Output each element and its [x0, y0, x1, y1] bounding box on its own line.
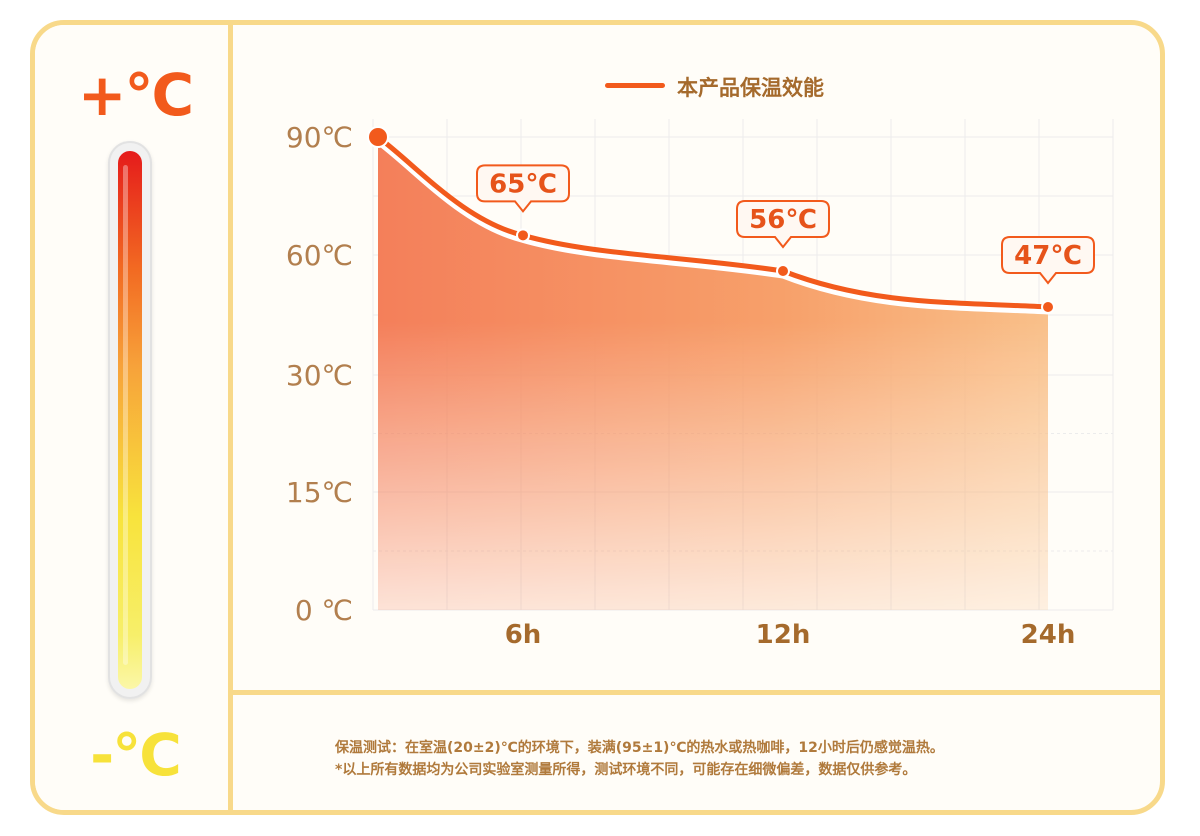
y-tick-label: 0 ℃	[295, 594, 353, 627]
data-label-callout: 47℃	[1001, 236, 1095, 285]
series-line-shadow	[374, 137, 1052, 315]
chart-card: +°C -°C 本产品保温效能 65℃ 56℃ 4	[30, 20, 1165, 815]
y-tick-label: 30℃	[286, 359, 353, 392]
y-tick-label: 90℃	[286, 121, 353, 154]
test-condition-note: 保温测试：在室温(20±2)℃的环境下，装满(95±1)℃的热水或热咖啡，12小…	[335, 740, 944, 756]
callout-bubble	[476, 164, 570, 213]
x-tick-label: 6h	[505, 620, 542, 650]
thermometer-panel: +°C -°C	[35, 25, 228, 810]
y-tick-label: 60℃	[286, 239, 353, 272]
footer-notes: 保温测试：在室温(20±2)℃的环境下，装满(95±1)℃的热水或热咖啡，12小…	[335, 737, 944, 781]
thermometer-shine	[123, 165, 128, 665]
data-point	[778, 266, 788, 276]
data-point	[1043, 302, 1053, 312]
y-tick-label: 15℃	[286, 476, 353, 509]
legend-label: 本产品保温效能	[677, 76, 824, 100]
data-label-callout: 65℃	[476, 164, 570, 213]
temperature-line-chart: 65℃ 56℃ 47℃ 0 ℃ 15℃ 30℃ 60℃ 90℃ 6h 12h 24h	[286, 119, 1114, 650]
horizontal-divider	[233, 690, 1160, 695]
data-label-callout: 56℃	[736, 200, 830, 249]
callout-bubble	[1001, 236, 1095, 285]
thermometer-fill	[118, 151, 142, 689]
data-label: 56℃	[749, 205, 817, 235]
callout-bubble	[736, 200, 830, 249]
legend-line-swatch	[605, 83, 665, 88]
cold-temperature-label: -°C	[90, 721, 182, 789]
data-label: 65℃	[489, 169, 557, 199]
vertical-divider	[228, 25, 233, 810]
x-tick-label: 12h	[756, 620, 811, 650]
area-fill	[378, 137, 1048, 610]
x-tick-label: 24h	[1021, 620, 1076, 650]
data-point	[369, 128, 387, 146]
data-label: 47℃	[1014, 241, 1082, 271]
hot-temperature-label: +°C	[77, 61, 194, 129]
data-point	[518, 230, 528, 241]
disclaimer-note: *以上所有数据均为公司实验室测量所得，测试环境不同，可能存在细微偏差，数据仅供参…	[335, 762, 917, 778]
series-line	[375, 134, 1051, 310]
